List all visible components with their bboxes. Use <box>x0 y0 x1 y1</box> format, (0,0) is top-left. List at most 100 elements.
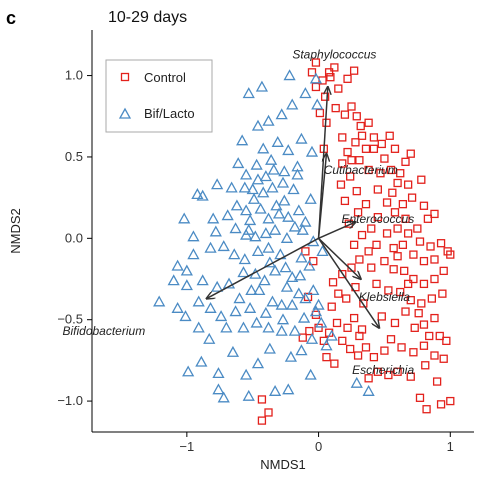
bif-lacto-point <box>257 142 270 154</box>
vector-arrow <box>207 237 319 298</box>
y-tick-label: 1.0 <box>65 68 83 83</box>
control-point <box>328 278 338 287</box>
control-point <box>305 326 314 336</box>
bif-lacto-point <box>307 284 320 296</box>
control-point <box>396 287 405 297</box>
control-point <box>330 359 339 368</box>
control-point <box>307 68 317 77</box>
bif-lacto-point <box>315 316 328 328</box>
control-point <box>364 247 373 256</box>
control-point <box>346 344 355 354</box>
control-point <box>430 274 439 284</box>
bif-lacto-point <box>262 321 275 333</box>
bif-lacto-point <box>192 321 205 333</box>
control-point <box>430 351 439 360</box>
control-point <box>357 230 367 240</box>
bif-lacto-point <box>309 305 323 317</box>
bif-lacto-point <box>259 227 272 239</box>
bif-lacto-point <box>309 72 323 84</box>
control-point <box>436 239 446 248</box>
legend-control-label: Control <box>144 70 186 85</box>
control-point <box>400 266 409 276</box>
control-point <box>409 250 418 259</box>
bif-lacto-point <box>233 292 246 304</box>
bif-lacto-point <box>284 350 298 362</box>
control-point <box>446 396 455 406</box>
bif-lacto-point <box>238 253 251 265</box>
control-point <box>301 247 310 256</box>
control-point <box>401 307 410 316</box>
control-point <box>432 377 442 386</box>
bif-lacto-point <box>242 87 255 99</box>
control-point <box>343 74 352 83</box>
bif-lacto-point <box>280 280 294 292</box>
bif-lacto-point <box>282 144 295 156</box>
bif-lacto-point <box>265 153 278 165</box>
vector-label: Bifidobacterium <box>62 324 145 338</box>
bif-lacto-point <box>253 284 266 296</box>
control-point <box>397 343 406 352</box>
bif-lacto-point <box>196 189 209 201</box>
bif-lacto-point <box>275 324 288 336</box>
control-point <box>419 256 429 266</box>
control-point <box>257 416 267 425</box>
bif-lacto-point <box>220 321 233 333</box>
bif-lacto-point <box>243 214 257 226</box>
control-point <box>340 110 350 119</box>
control-point <box>417 175 426 184</box>
control-point <box>338 269 347 279</box>
bif-lacto-point <box>250 158 263 170</box>
x-tick-label: 0 <box>315 439 322 454</box>
control-point <box>372 240 381 249</box>
bif-lacto-point <box>262 114 275 126</box>
control-point <box>427 294 436 303</box>
control-point <box>355 331 364 341</box>
control-point <box>401 214 410 223</box>
control-point <box>390 144 400 153</box>
control-point <box>435 331 444 341</box>
control-point <box>406 372 415 381</box>
control-point <box>372 279 381 289</box>
y-tick-label: 0.0 <box>65 230 83 245</box>
bif-lacto-point <box>230 199 244 211</box>
control-point <box>401 157 410 166</box>
bif-lacto-point <box>192 295 205 307</box>
control-point <box>311 58 321 67</box>
x-axis-label: NMDS1 <box>260 457 306 472</box>
bif-lacto-point <box>305 332 319 344</box>
legend-bif-lacto-marker <box>118 107 132 119</box>
control-point <box>349 240 359 249</box>
control-point <box>413 224 422 233</box>
control-point <box>361 144 371 153</box>
bif-lacto-point <box>249 230 262 242</box>
bif-lacto-point <box>291 168 304 180</box>
control-point <box>390 208 400 217</box>
control-point <box>398 240 408 249</box>
bif-lacto-point <box>296 223 309 235</box>
bif-lacto-point <box>299 87 312 99</box>
bif-lacto-point <box>275 108 288 120</box>
control-point <box>406 149 415 158</box>
bif-lacto-point <box>254 202 267 214</box>
bif-lacto-point <box>203 332 216 344</box>
bif-lacto-point <box>245 284 258 296</box>
control-point <box>382 198 392 207</box>
bif-lacto-point <box>242 223 255 235</box>
control-point <box>414 309 423 318</box>
control-point <box>380 154 389 163</box>
bif-lacto-point <box>250 316 263 328</box>
bif-lacto-point <box>263 342 276 354</box>
control-point <box>369 133 379 142</box>
bif-lacto-point <box>225 181 238 193</box>
bif-lacto-point <box>228 248 241 260</box>
control-point <box>303 292 313 302</box>
bif-lacto-point <box>286 98 299 110</box>
control-point <box>403 279 413 289</box>
bif-lacto-point <box>282 383 295 395</box>
bif-lacto-point <box>182 365 195 377</box>
vector-arrow <box>318 222 356 240</box>
bif-lacto-point <box>217 240 230 252</box>
bif-lacto-point <box>279 261 292 273</box>
control-point <box>342 294 351 303</box>
control-point <box>419 320 429 329</box>
